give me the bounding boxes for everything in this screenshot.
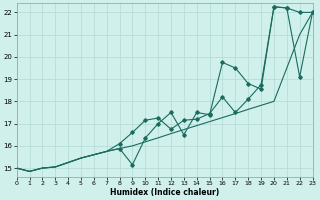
X-axis label: Humidex (Indice chaleur): Humidex (Indice chaleur): [110, 188, 219, 197]
